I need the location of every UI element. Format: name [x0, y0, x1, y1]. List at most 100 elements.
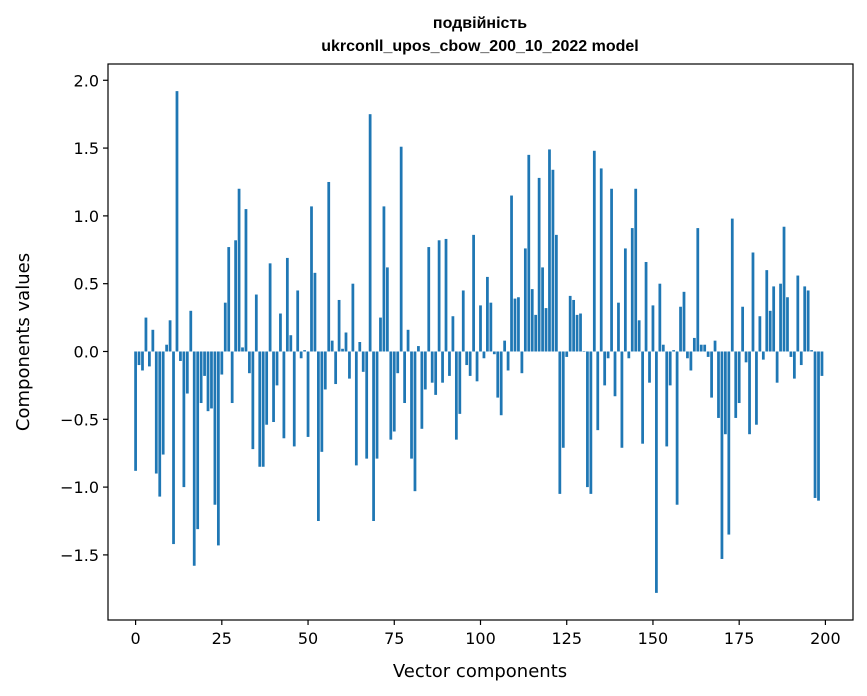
bar: [210, 351, 213, 409]
bar: [703, 344, 707, 352]
bar: [351, 283, 355, 352]
bar: [761, 351, 765, 360]
bar: [727, 351, 731, 535]
bar: [458, 351, 462, 414]
bar: [427, 247, 431, 352]
bar: [806, 290, 810, 352]
bar: [565, 351, 569, 357]
bar: [813, 351, 817, 498]
y-tick-label: −1.5: [60, 546, 99, 565]
x-axis-label: Vector components: [393, 661, 567, 682]
x-tick-label: 150: [638, 629, 669, 648]
bar: [610, 188, 613, 352]
bar: [627, 351, 631, 359]
bar: [744, 351, 748, 363]
bar: [527, 154, 531, 352]
x-tick-label: 75: [384, 629, 404, 648]
bar: [396, 351, 400, 374]
bar: [423, 351, 427, 390]
bar: [206, 351, 210, 412]
bar: [203, 351, 206, 376]
bar: [661, 344, 665, 352]
x-tick-label: 100: [465, 629, 496, 648]
bar: [148, 351, 151, 367]
bar: [786, 297, 789, 352]
bar: [185, 351, 189, 394]
bar: [779, 283, 782, 352]
bar: [230, 351, 234, 404]
x-tick-label: 50: [298, 629, 318, 648]
bar: [451, 316, 455, 352]
bar: [679, 306, 682, 352]
bar: [613, 351, 617, 397]
bar: [330, 340, 334, 352]
y-tick-label: 2.0: [74, 71, 99, 90]
bar: [734, 351, 738, 418]
bar: [392, 351, 396, 432]
bar: [665, 351, 669, 447]
bar: [254, 294, 258, 352]
bar: [796, 275, 800, 352]
bar: [589, 351, 593, 494]
chart-title: подвійність: [433, 15, 527, 32]
bar: [810, 350, 813, 352]
bar: [141, 351, 144, 371]
bar: [568, 295, 572, 352]
bar: [755, 351, 758, 425]
bar: [541, 267, 544, 352]
bar: [296, 290, 300, 352]
bar: [523, 248, 527, 352]
bar: [248, 351, 251, 374]
bar: [223, 302, 227, 352]
bar: [651, 305, 655, 352]
bar: [389, 351, 393, 440]
bar: [137, 351, 141, 366]
y-tick-label: 0.5: [74, 275, 99, 294]
bar: [306, 351, 310, 437]
bar: [623, 248, 627, 352]
bar: [675, 351, 679, 505]
bar: [354, 351, 358, 466]
bar: [189, 310, 193, 352]
bar: [596, 351, 600, 431]
bar: [572, 299, 576, 352]
bar: [437, 240, 441, 352]
bar: [179, 351, 182, 361]
bar: [644, 261, 648, 352]
bar: [172, 351, 175, 545]
bar: [475, 351, 479, 382]
bar: [161, 351, 165, 455]
bar: [448, 351, 451, 376]
bar: [144, 317, 148, 352]
bar: [482, 351, 486, 359]
bar: [258, 351, 262, 467]
bar: [510, 195, 513, 352]
y-tick-label: 0.0: [74, 342, 99, 361]
bar: [151, 329, 155, 352]
bar: [382, 206, 386, 352]
y-axis: −1.5 −1.0 −0.5 0.0 0.5 1.0 1.5 2.0: [60, 71, 108, 565]
x-tick-label: 25: [212, 629, 232, 648]
bar: [175, 91, 179, 352]
bar: [444, 238, 448, 352]
bar: [817, 351, 820, 501]
bar: [158, 351, 162, 497]
bar: [368, 114, 372, 352]
bar: [765, 270, 769, 352]
bar: [468, 351, 472, 376]
bar: [344, 332, 348, 352]
bar: [575, 314, 579, 352]
bar: [399, 146, 403, 352]
bar: [548, 149, 551, 352]
bar: [165, 344, 169, 352]
x-tick-label: 0: [130, 629, 140, 648]
bar: [792, 351, 796, 379]
bar: [234, 240, 237, 352]
bar: [530, 289, 534, 352]
bar: [537, 177, 541, 352]
y-tick-label: −0.5: [60, 410, 99, 429]
bar: [289, 335, 293, 352]
bar: [413, 351, 417, 492]
bar: [486, 276, 489, 352]
bar: [551, 169, 555, 352]
